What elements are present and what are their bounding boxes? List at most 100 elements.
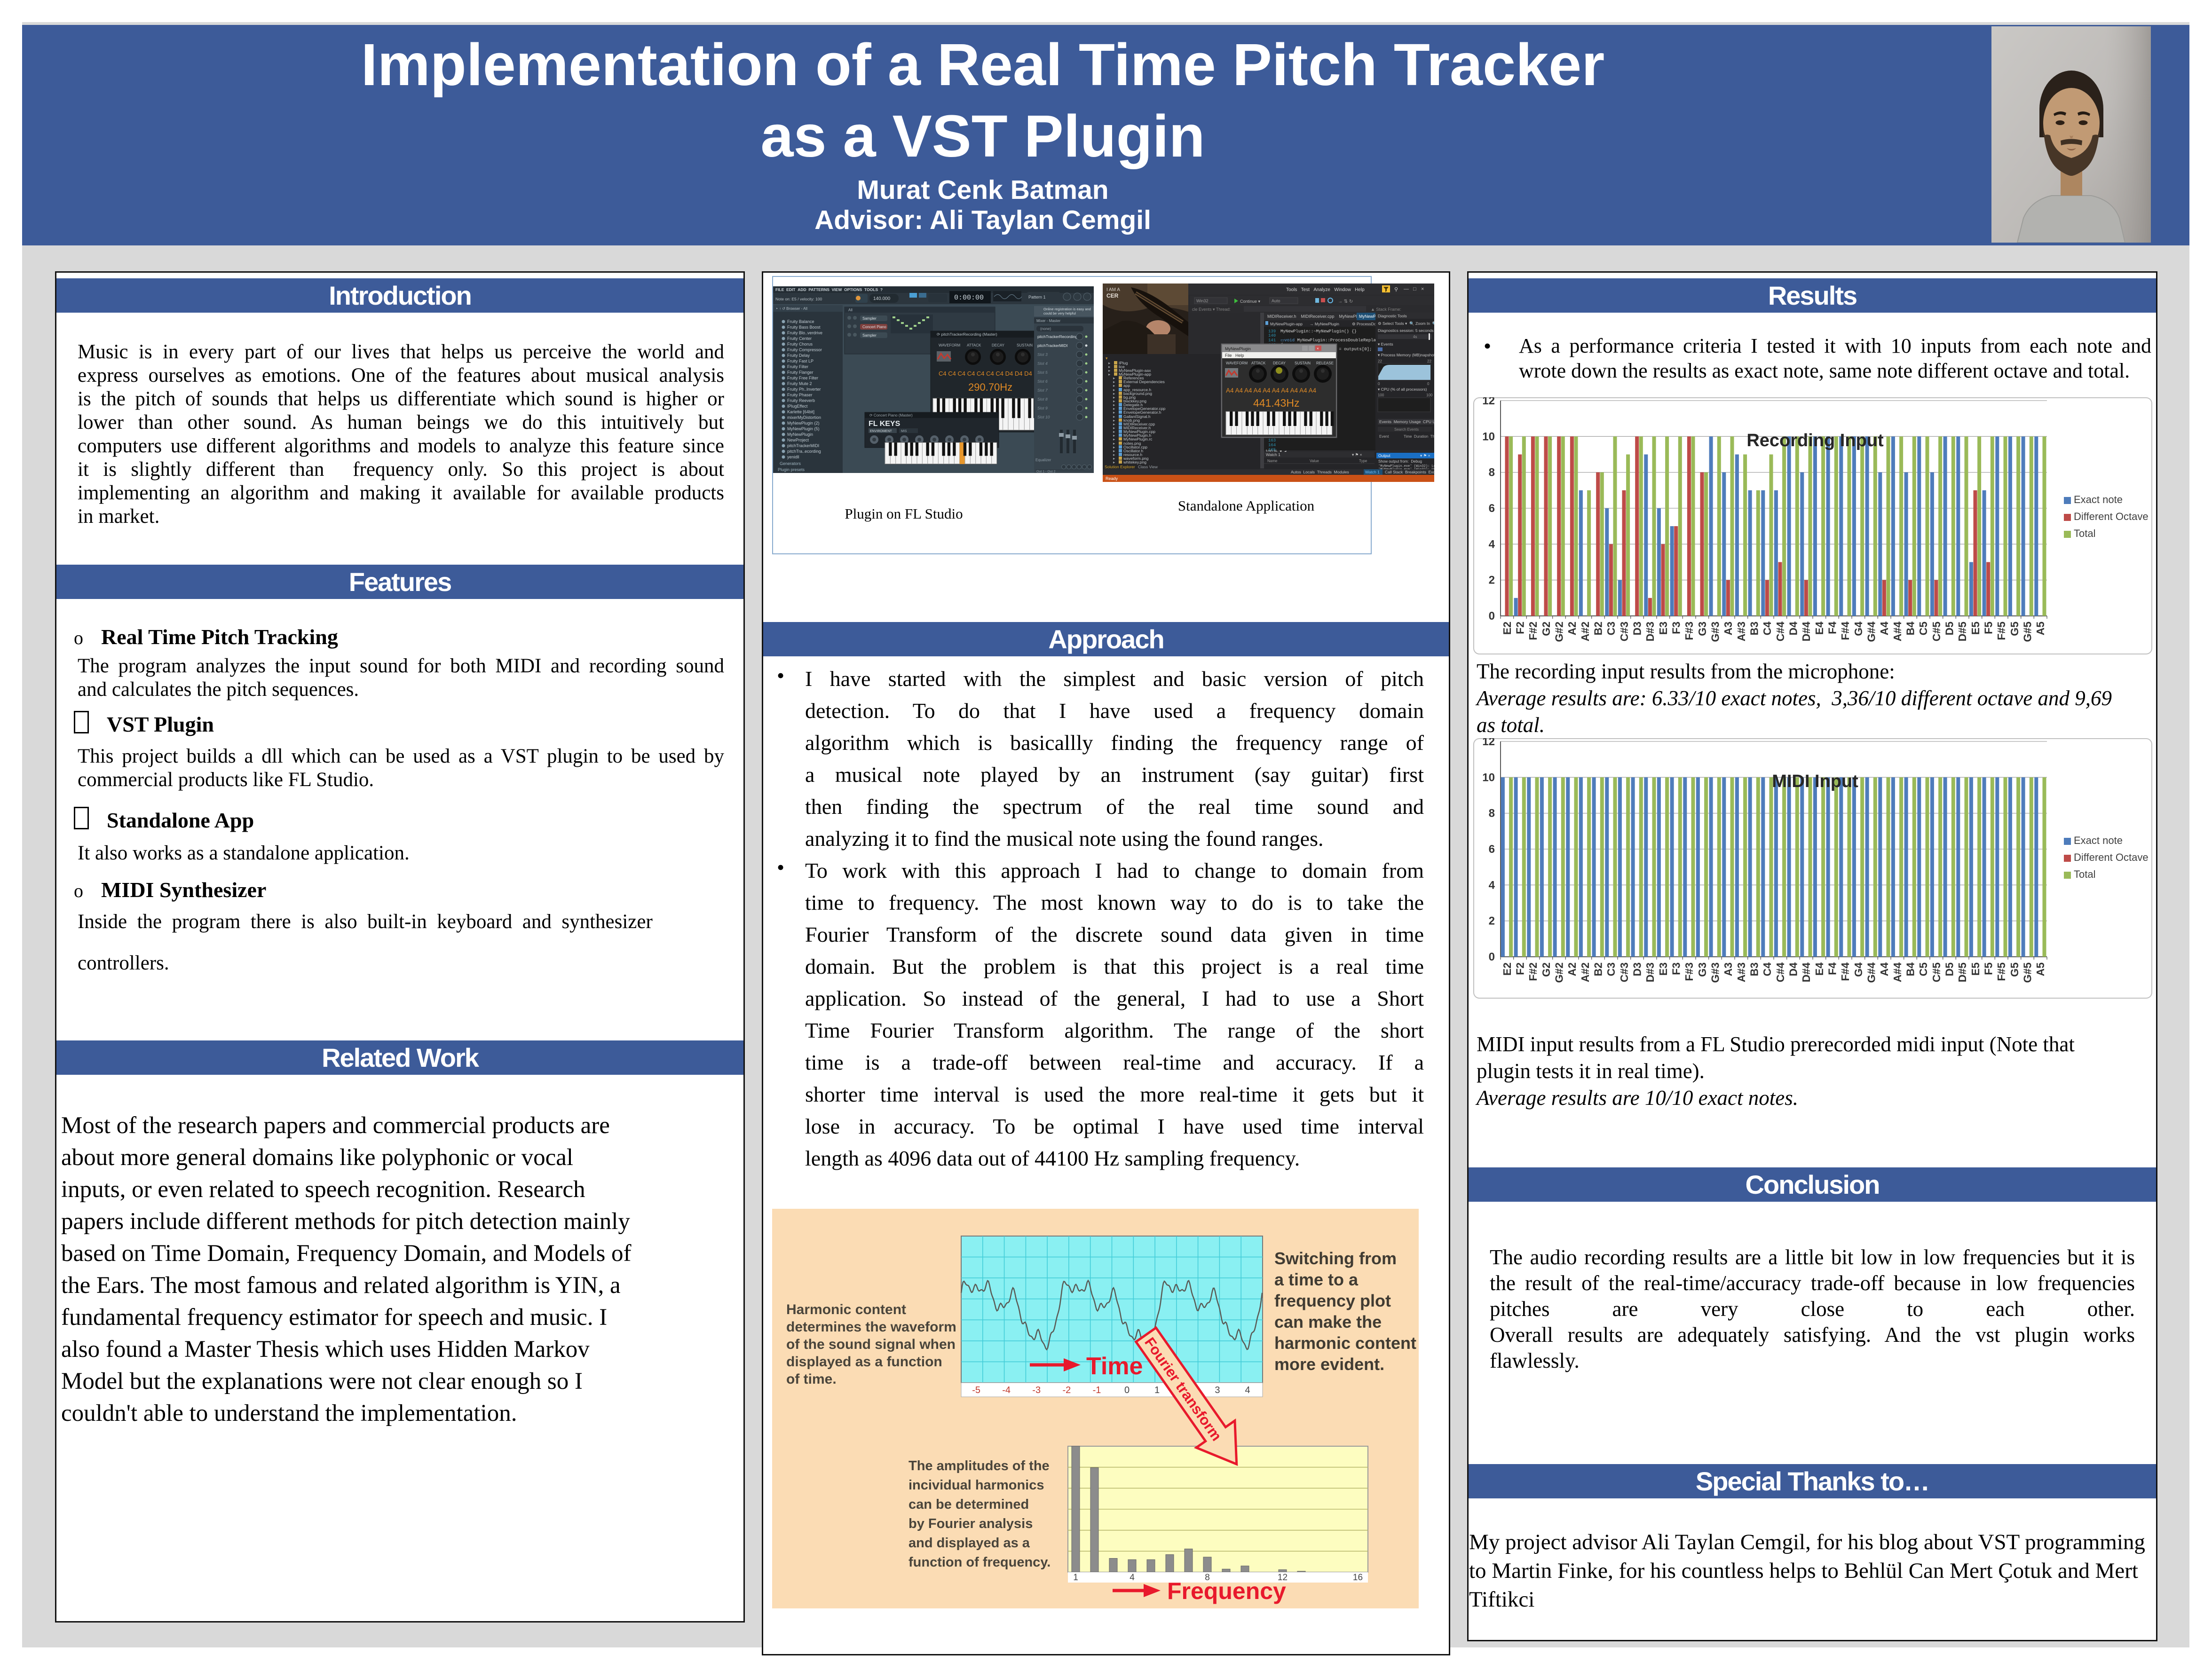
svg-text:A#4: A#4 xyxy=(1891,962,1904,982)
svg-text:ATTACK: ATTACK xyxy=(1251,361,1266,365)
svg-text:0: 0 xyxy=(1378,382,1380,386)
svg-text:ATTACK: ATTACK xyxy=(967,343,981,347)
svg-text:▸: ▸ xyxy=(1108,364,1111,369)
svg-text:Fruity Bass Boost: Fruity Bass Boost xyxy=(787,325,821,330)
svg-text:□: □ xyxy=(1413,286,1416,292)
svg-text:pitchTrackerMIDI: pitchTrackerMIDI xyxy=(787,443,819,448)
svg-text:Fruity Filter: Fruity Filter xyxy=(787,364,808,369)
svg-text:163: 163 xyxy=(1268,438,1276,443)
svg-text:D#3: D#3 xyxy=(1644,622,1656,641)
svg-text:-1: -1 xyxy=(1093,1385,1101,1395)
svg-text:D#4: D#4 xyxy=(1800,622,1812,641)
svg-text:▸: ▸ xyxy=(1113,414,1115,419)
svg-text:EnvelopeGenerator.h: EnvelopeGenerator.h xyxy=(1123,410,1161,415)
svg-text:▸: ▸ xyxy=(1113,433,1115,438)
svg-text:▲ Stack Frame:: ▲ Stack Frame: xyxy=(1371,307,1401,312)
svg-text:determines the waveform: determines the waveform xyxy=(786,1319,956,1335)
svg-text:C#3: C#3 xyxy=(1618,622,1630,641)
svg-text:IPlug: IPlug xyxy=(1119,361,1128,365)
svg-text:-2: -2 xyxy=(1063,1385,1071,1395)
svg-text:Slot 4: Slot 4 xyxy=(1037,361,1048,366)
svg-text:C#5: C#5 xyxy=(1930,962,1943,982)
svg-text:164: 164 xyxy=(1268,443,1276,448)
svg-text:C5: C5 xyxy=(1917,962,1929,977)
svg-text:can make the: can make the xyxy=(1274,1312,1382,1331)
svg-text:D#5: D#5 xyxy=(1956,622,1968,641)
svg-text:harmonic content: harmonic content xyxy=(1274,1333,1416,1353)
svg-text:Win32: Win32 xyxy=(1196,299,1209,303)
svg-text:E5: E5 xyxy=(1969,962,1982,976)
svg-text:Fruity Free Filter: Fruity Free Filter xyxy=(787,376,818,380)
svg-text:Delegate.h: Delegate.h xyxy=(1123,402,1143,407)
svg-text:A3: A3 xyxy=(1722,622,1734,635)
svg-text:12: 12 xyxy=(1482,397,1495,407)
svg-text:D3: D3 xyxy=(1631,962,1643,976)
svg-text:Show output from: Debug: Show output from: Debug xyxy=(1378,459,1422,464)
svg-text:G4: G4 xyxy=(1852,962,1864,977)
svg-text:-4: -4 xyxy=(1002,1385,1011,1395)
svg-text:pitchTrackerRecording: pitchTrackerRecording xyxy=(1037,334,1077,339)
svg-text:Time: Time xyxy=(1086,1353,1143,1380)
svg-text:F4: F4 xyxy=(1826,622,1839,634)
svg-text:12: 12 xyxy=(1482,738,1495,748)
svg-text:can be determined: can be determined xyxy=(908,1497,1029,1512)
svg-text:G3: G3 xyxy=(1696,962,1708,977)
svg-text:function of frequency.: function of frequency. xyxy=(908,1555,1051,1570)
svg-text:MyNewPlugin.h: MyNewPlugin.h xyxy=(1123,433,1151,438)
svg-text:B2: B2 xyxy=(1592,962,1604,976)
svg-text:IPlugEffect: IPlugEffect xyxy=(787,404,808,409)
svg-text:6: 6 xyxy=(1489,843,1495,856)
svg-text:Total: Total xyxy=(2074,868,2095,880)
svg-text:C#3: C#3 xyxy=(1618,962,1630,982)
svg-text:0: 0 xyxy=(1489,610,1495,622)
svg-text:WAVEFORM: WAVEFORM xyxy=(939,343,961,347)
svg-text:C#5: C#5 xyxy=(1930,622,1943,641)
svg-text:▸: ▸ xyxy=(1113,445,1115,449)
svg-text:CER: CER xyxy=(1106,292,1119,299)
svg-text:F#3: F#3 xyxy=(1683,962,1695,981)
svg-text:app: app xyxy=(1123,383,1130,388)
svg-text:▾ CPU (% of all processors): ▾ CPU (% of all processors) xyxy=(1378,387,1427,392)
svg-text:A#2: A#2 xyxy=(1579,622,1591,641)
svg-text:⚲: ⚲ xyxy=(1394,287,1398,292)
svg-text:A3: A3 xyxy=(1722,962,1734,976)
svg-text:DECAY: DECAY xyxy=(1273,361,1286,365)
svg-text:▸: ▸ xyxy=(1113,449,1115,453)
svg-text:Different Octave: Different Octave xyxy=(2074,851,2149,863)
svg-text:notes.png: notes.png xyxy=(1123,441,1141,446)
svg-text:frequency plot: frequency plot xyxy=(1274,1291,1391,1310)
svg-text:▸: ▸ xyxy=(1113,422,1115,426)
svg-text:A2: A2 xyxy=(1566,622,1578,635)
svg-text:Fruity Chorus: Fruity Chorus xyxy=(787,342,813,347)
svg-text:Fruity Delay: Fruity Delay xyxy=(787,353,810,358)
svg-text:Sampler: Sampler xyxy=(862,333,877,338)
svg-text:External Dependencies: External Dependencies xyxy=(1123,379,1165,384)
svg-text:▸: ▸ xyxy=(1113,437,1115,441)
svg-text:MyNewPlugin-app: MyNewPlugin-app xyxy=(1270,322,1303,326)
svg-text:incividual harmonics: incividual harmonics xyxy=(908,1478,1044,1493)
svg-text:▸: ▸ xyxy=(1113,391,1115,396)
svg-text:Note on: E5 / velocity: 100: Note on: E5 / velocity: 100 xyxy=(775,297,822,301)
svg-text:pitchTrackerMIDI: pitchTrackerMIDI xyxy=(1037,343,1067,348)
svg-text:Solution Explorer: Solution Explorer xyxy=(1105,465,1135,469)
svg-text:Fruity Ph..Inverter: Fruity Ph..Inverter xyxy=(787,387,821,392)
svg-text:Generators: Generators xyxy=(780,461,801,466)
svg-text:12: 12 xyxy=(1278,1573,1288,1583)
svg-text:Slot 3: Slot 3 xyxy=(1037,352,1048,357)
svg-text:0:00:00: 0:00:00 xyxy=(954,294,984,302)
svg-text:RELEASE: RELEASE xyxy=(1316,361,1334,365)
svg-text:10: 10 xyxy=(1482,430,1495,443)
svg-text:G2: G2 xyxy=(1540,622,1552,636)
svg-text:I AM A: I AM A xyxy=(1106,287,1120,292)
svg-text:Event: Event xyxy=(1379,434,1389,439)
svg-text:Mixer - Master: Mixer - Master xyxy=(1036,319,1060,323)
svg-text:F#2: F#2 xyxy=(1527,962,1539,981)
svg-text:Slot 9: Slot 9 xyxy=(1037,406,1048,410)
svg-text:The amplitudes of the: The amplitudes of the xyxy=(908,1458,1050,1473)
svg-text:100 % ▾ ◂: 100 % ▾ ◂ xyxy=(1265,449,1287,454)
svg-text:E4: E4 xyxy=(1813,622,1825,635)
svg-text:blackkey.png: blackkey.png xyxy=(1123,399,1146,403)
svg-text:141: 141 xyxy=(1268,338,1276,343)
svg-text:F3: F3 xyxy=(1670,962,1683,975)
svg-text:139: 139 xyxy=(1268,329,1276,334)
